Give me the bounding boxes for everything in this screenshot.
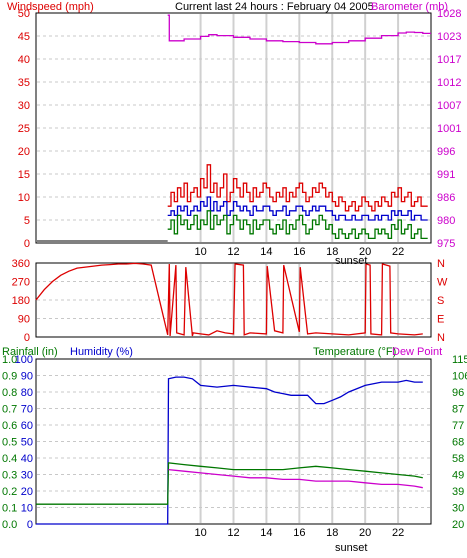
ytick-humidity-10: 100 <box>15 354 33 366</box>
ytick-rain-10: 1.0 <box>2 354 17 366</box>
xtick-p2-2: 14 <box>260 527 272 539</box>
xtick-p2-6: 22 <box>392 527 404 539</box>
ytick-dir-2: 180 <box>12 295 30 307</box>
xtick-p0-6: 22 <box>392 246 404 258</box>
y2tick-baro-0: 975 <box>437 238 455 250</box>
sunset-label-bottom: sunset <box>335 542 367 554</box>
y2tick-temp-8: 96 <box>452 387 464 399</box>
ytick-wind-10: 50 <box>18 8 30 20</box>
ytick-humidity-8: 80 <box>21 387 33 399</box>
ytick-wind-1: 5 <box>24 215 30 227</box>
ytick-dir-1: 90 <box>18 314 30 326</box>
y2tick-temp-7: 87 <box>452 404 464 416</box>
ytick-wind-6: 30 <box>18 100 30 112</box>
ytick-wind-7: 35 <box>18 77 30 89</box>
y2tick-baro-4: 996 <box>437 146 455 158</box>
y2tick-temp-10: 115 <box>452 354 467 366</box>
xtick-p2-3: 16 <box>293 527 305 539</box>
humidity-label: Humidity (%) <box>70 346 133 358</box>
ytick-humidity-2: 20 <box>21 486 33 498</box>
chart-title: Current last 24 hours : February 04 2005 <box>175 1 374 13</box>
right-title: Barometer (mb) <box>371 1 448 13</box>
ytick-humidity-0: 0 <box>27 519 33 531</box>
y2tick-temp-2: 39 <box>452 486 464 498</box>
ytick-humidity-7: 70 <box>21 404 33 416</box>
xtick-p0-2: 14 <box>260 246 272 258</box>
xtick-p0-4: 18 <box>326 246 338 258</box>
ytick-wind-2: 10 <box>18 192 30 204</box>
series-line-wind-0 <box>167 164 428 212</box>
y2tick-temp-9: 106 <box>452 371 467 383</box>
ytick-rain-1: 0.1 <box>2 503 17 515</box>
ytick-rain-7: 0.7 <box>2 404 17 416</box>
y2tick-dir-2: S <box>437 295 444 307</box>
ytick-wind-0: 0 <box>24 238 30 250</box>
ytick-humidity-4: 40 <box>21 453 33 465</box>
xtick-p0-3: 16 <box>293 246 305 258</box>
left-title: Windspeed (mph) <box>7 1 94 13</box>
y2tick-temp-0: 20 <box>452 519 464 531</box>
y2tick-baro-6: 1007 <box>437 100 461 112</box>
xtick-p2-5: 20 <box>359 527 371 539</box>
ytick-wind-5: 25 <box>18 123 30 135</box>
ytick-wind-4: 20 <box>18 146 30 158</box>
xtick-p0-5: 20 <box>359 246 371 258</box>
ytick-humidity-3: 30 <box>21 470 33 482</box>
ytick-rain-9: 0.9 <box>2 371 17 383</box>
sunset-label-top: sunset <box>335 255 367 267</box>
xtick-p0-1: 12 <box>227 246 239 258</box>
y2tick-baro-2: 986 <box>437 192 455 204</box>
y2tick-baro-9: 1023 <box>437 31 461 43</box>
ytick-rain-4: 0.4 <box>2 453 17 465</box>
ytick-dir-3: 270 <box>12 277 30 289</box>
xtick-p0-0: 10 <box>194 246 206 258</box>
y2tick-dir-4: N <box>437 258 445 270</box>
y2tick-temp-1: 30 <box>452 503 464 515</box>
xtick-p2-1: 12 <box>227 527 239 539</box>
ytick-wind-9: 45 <box>18 31 30 43</box>
y2tick-baro-7: 1012 <box>437 77 461 89</box>
xtick-p2-4: 18 <box>326 527 338 539</box>
ytick-humidity-5: 50 <box>21 437 33 449</box>
series-line-humidity-1 <box>36 462 423 505</box>
y2tick-baro-8: 1017 <box>437 54 461 66</box>
series-line-humidity-2 <box>168 468 423 489</box>
dewpoint-label: Dew Point <box>392 346 442 358</box>
y2tick-temp-6: 77 <box>452 420 464 432</box>
y2tick-baro-3: 991 <box>437 169 455 181</box>
series-line-wind-3 <box>167 14 431 45</box>
ytick-wind-3: 15 <box>18 169 30 181</box>
temperature-label: Temperature (°F) <box>313 346 396 358</box>
y2tick-baro-5: 1001 <box>437 123 461 135</box>
y2tick-temp-3: 49 <box>452 470 464 482</box>
series-line-humidity-0 <box>36 376 423 525</box>
ytick-humidity-1: 10 <box>21 503 33 515</box>
ytick-dir-4: 360 <box>12 258 30 270</box>
xtick-p2-0: 10 <box>194 527 206 539</box>
ytick-rain-8: 0.8 <box>2 387 17 399</box>
ytick-rain-0: 0.0 <box>2 519 17 531</box>
ytick-rain-6: 0.6 <box>2 420 17 432</box>
ytick-rain-3: 0.3 <box>2 470 17 482</box>
y2tick-baro-1: 980 <box>437 215 455 227</box>
ytick-wind-8: 40 <box>18 54 30 66</box>
ytick-humidity-6: 60 <box>21 420 33 432</box>
rainfall-label: Rainfall (in) <box>2 346 58 358</box>
y2tick-baro-10: 1028 <box>437 8 461 20</box>
y2tick-temp-4: 58 <box>452 453 464 465</box>
ytick-rain-5: 0.5 <box>2 437 17 449</box>
y2tick-temp-5: 68 <box>452 437 464 449</box>
y2tick-dir-0: N <box>437 332 445 344</box>
y2tick-dir-3: W <box>437 277 448 289</box>
series-line-wind-1 <box>167 196 428 221</box>
ytick-humidity-9: 90 <box>21 371 33 383</box>
y2tick-dir-1: E <box>437 314 444 326</box>
series-line-direction <box>35 262 423 337</box>
ytick-dir-0: 0 <box>24 332 30 344</box>
ytick-rain-2: 0.2 <box>2 486 17 498</box>
series-line-wind-2 <box>167 210 428 240</box>
